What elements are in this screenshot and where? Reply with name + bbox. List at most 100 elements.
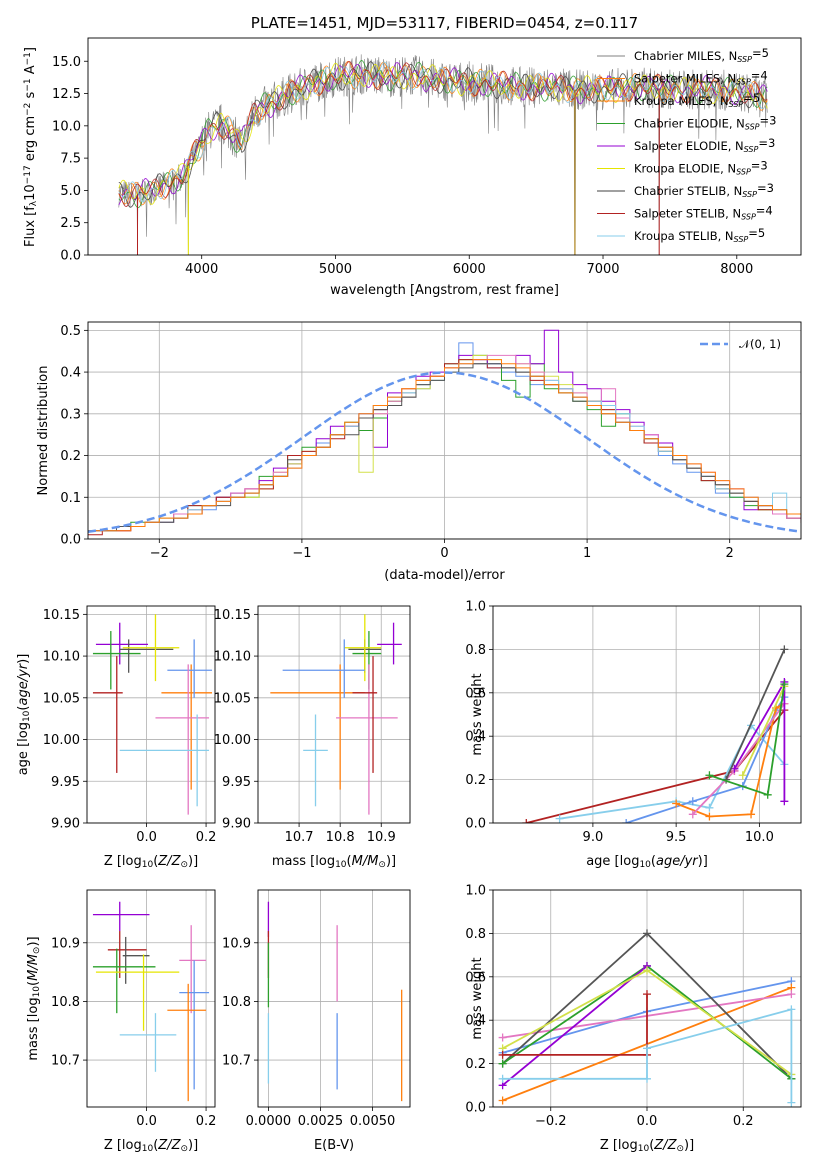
weight-marker [705,771,714,780]
residual-panel-xtick-label: 2 [726,546,734,561]
x-axis-label-part: ( [153,1138,158,1153]
y-axis-label-part: −1 [23,52,33,65]
legend-label-value: =3 [751,159,768,173]
age-vs-mass-panel-xtick-label: 10.8 [326,830,355,845]
weight-line [725,649,786,780]
legend-label-text: Salpeter MILES, N [634,72,736,86]
weight-marker [622,819,631,823]
legend-label-text: Salpeter STELIB, N [634,207,741,221]
spectrum-panel-xtick-label: 6000 [453,262,486,277]
x-axis-label-part: 10 [142,860,154,870]
weight-vs-age-panel-ytick-label: 1.0 [465,600,486,615]
x-axis-label-part: ⊙ [180,860,188,870]
x-axis-label-part: ⊙ [180,1144,188,1154]
weight-marker [738,771,747,780]
weight-marker [787,1098,796,1107]
x-axis-label-part: 10 [335,860,347,870]
y-axis-label-part: )] [16,654,31,664]
weight-vs-age-panel-frame [492,605,802,824]
weight-vs-age-panel-ytick-label: 0.0 [465,817,486,832]
weight-marker [705,803,714,812]
mass-vs-extinction-panel: 0.0000 0.0025 0.0050 10.7 10.8 10.9 E(B-V) [222,889,411,1153]
x-axis-label-part: )] [684,1138,694,1153]
weight-marker [498,1059,507,1068]
age-vs-metallicity-panel-ytick-label: 10.00 [43,733,80,748]
legend-label-sub: SSP [737,55,752,64]
legend-label-sub: SSP [736,78,751,87]
x-axis-label-part: M/M [352,854,379,869]
x-axis-label-part: ( [347,854,352,869]
spectrum-panel-ytick-label: 12.5 [52,87,81,102]
weight-vs-metallicity-panel-ytick-label: 1.0 [465,884,486,899]
age-vs-metallicity-panel-ytick-label: 9.95 [51,775,80,790]
age-vs-metallicity-panel-ytick-label: 10.05 [43,691,80,706]
spectrum-panel-ytick-label: 5.0 [60,184,81,199]
model-spectrum-line [118,60,768,207]
y-axis-label-part: erg cm [23,116,38,165]
mass-vs-metallicity-panel-ytick-label: 10.9 [51,936,80,951]
chart-title: PLATE=1451, MJD=53117, FIBERID=0454, z=0… [251,14,638,32]
y-axis-label-part: 10 [23,184,38,201]
age-vs-metallicity-panel-ytick-label: 10.10 [43,650,80,665]
spectrum-panel-xtick-label: 8000 [720,262,753,277]
x-axis-label-part: Z [log [104,1138,142,1153]
x-axis-label-part: 10 [638,1144,650,1154]
age-vs-mass-panel-ytick-label: 9.90 [222,817,251,832]
weight-marker [763,790,772,799]
residual-panel-xtick-label: 1 [583,546,591,561]
weight-marker [787,1005,796,1014]
legend-label-value: =4 [756,204,773,218]
weight-marker [643,990,651,999]
spectrum-panel-xtick-label: 5000 [319,262,352,277]
x-axis-label-part: ⊙ [676,1144,684,1154]
x-axis-label-part: )] [188,1138,198,1153]
x-axis-label-part: )] [188,854,198,869]
y-axis-label-part: ] [23,47,38,52]
weight-vs-age-panel-xtick-label: 9.5 [666,830,687,845]
legend-label-text: Chabrier ELODIE, N [634,117,745,131]
x-axis-label-part: ( [153,854,158,869]
weight-vs-age-panel-ytick-label: 0.4 [465,730,486,745]
y-axis-label-part: 10 [22,710,32,722]
y-axis-label: mass [log10(M/M⊙)] [26,936,42,1060]
weight-marker [787,990,796,999]
legend-label-text: Salpeter ELODIE, N [634,139,744,153]
legend-label: Salpeter STELIB, NSSP=4 [634,204,773,222]
age-vs-metallicity-panel-ytick-label: 9.90 [51,817,80,832]
legend-label: Salpeter MILES, NSSP=4 [634,69,768,87]
x-axis-label-part: ⊙ [378,860,386,870]
weight-vs-metallicity-panel: −0.2 0.0 0.2 0.0 0.2 0.4 0.6 0.8 1.0 Z [log10(Z/Z… [465,884,802,1154]
y-axis-label: age [log10(age/yr)] [16,654,32,776]
weight-vs-metallicity-panel-xtick-label: −0.2 [535,1114,567,1129]
mass-vs-metallicity-panel-xtick-label: 0.0 [136,1114,157,1129]
spectrum-panel: 4000 5000 6000 7000 8000 0.0 2.5 5.0 7.5 10.0 12.5… [23,14,802,298]
legend-label: 𝒩(0, 1) [739,337,781,351]
legend-label: Salpeter ELODIE, NSSP=3 [634,136,775,154]
legend-label-value: =5 [752,46,769,60]
residual-histogram [88,354,801,532]
legend-label-sub: SSP [734,235,749,244]
weight-vs-age-panel-xtick-label: 9.0 [583,830,604,845]
x-axis-label-part: ( [651,854,656,869]
age-vs-mass-panel-ytick-label: 10.10 [214,650,251,665]
legend-label-sub: SSP [736,168,751,177]
mass-vs-metallicity-panel-ytick-label: 10.7 [51,1054,80,1069]
age-vs-mass-panel-ytick-label: 10.15 [214,608,251,623]
weight-marker [705,812,714,821]
legend-label-sub: SSP [741,213,756,222]
legend-label-value: =5 [743,91,760,105]
x-axis-label: Z [log10(Z/Z⊙)] [104,1138,198,1154]
residual-panel-ytick-label: 0.1 [60,491,81,506]
spectrum-panel-plot-area [118,54,768,255]
x-axis-label: mass [log10(M/M⊙)] [272,854,396,870]
legend-label-sub: SSP [745,123,760,132]
spectrum-panel-frame [87,37,802,256]
residual-panel-ytick-label: 0.3 [60,407,81,422]
mass-vs-extinction-panel-xtick-label: 0.0000 [246,1114,292,1129]
weight-marker [747,810,756,819]
y-axis-label: Flux [fλ10−17 erg cm−2 s−1 A−1] [23,47,39,247]
mass-vs-extinction-panel-xtick-label: 0.0050 [350,1114,396,1129]
mass-vs-metallicity-panel-frame [86,889,216,1108]
legend-label: Kroupa STELIB, NSSP=5 [634,226,765,244]
